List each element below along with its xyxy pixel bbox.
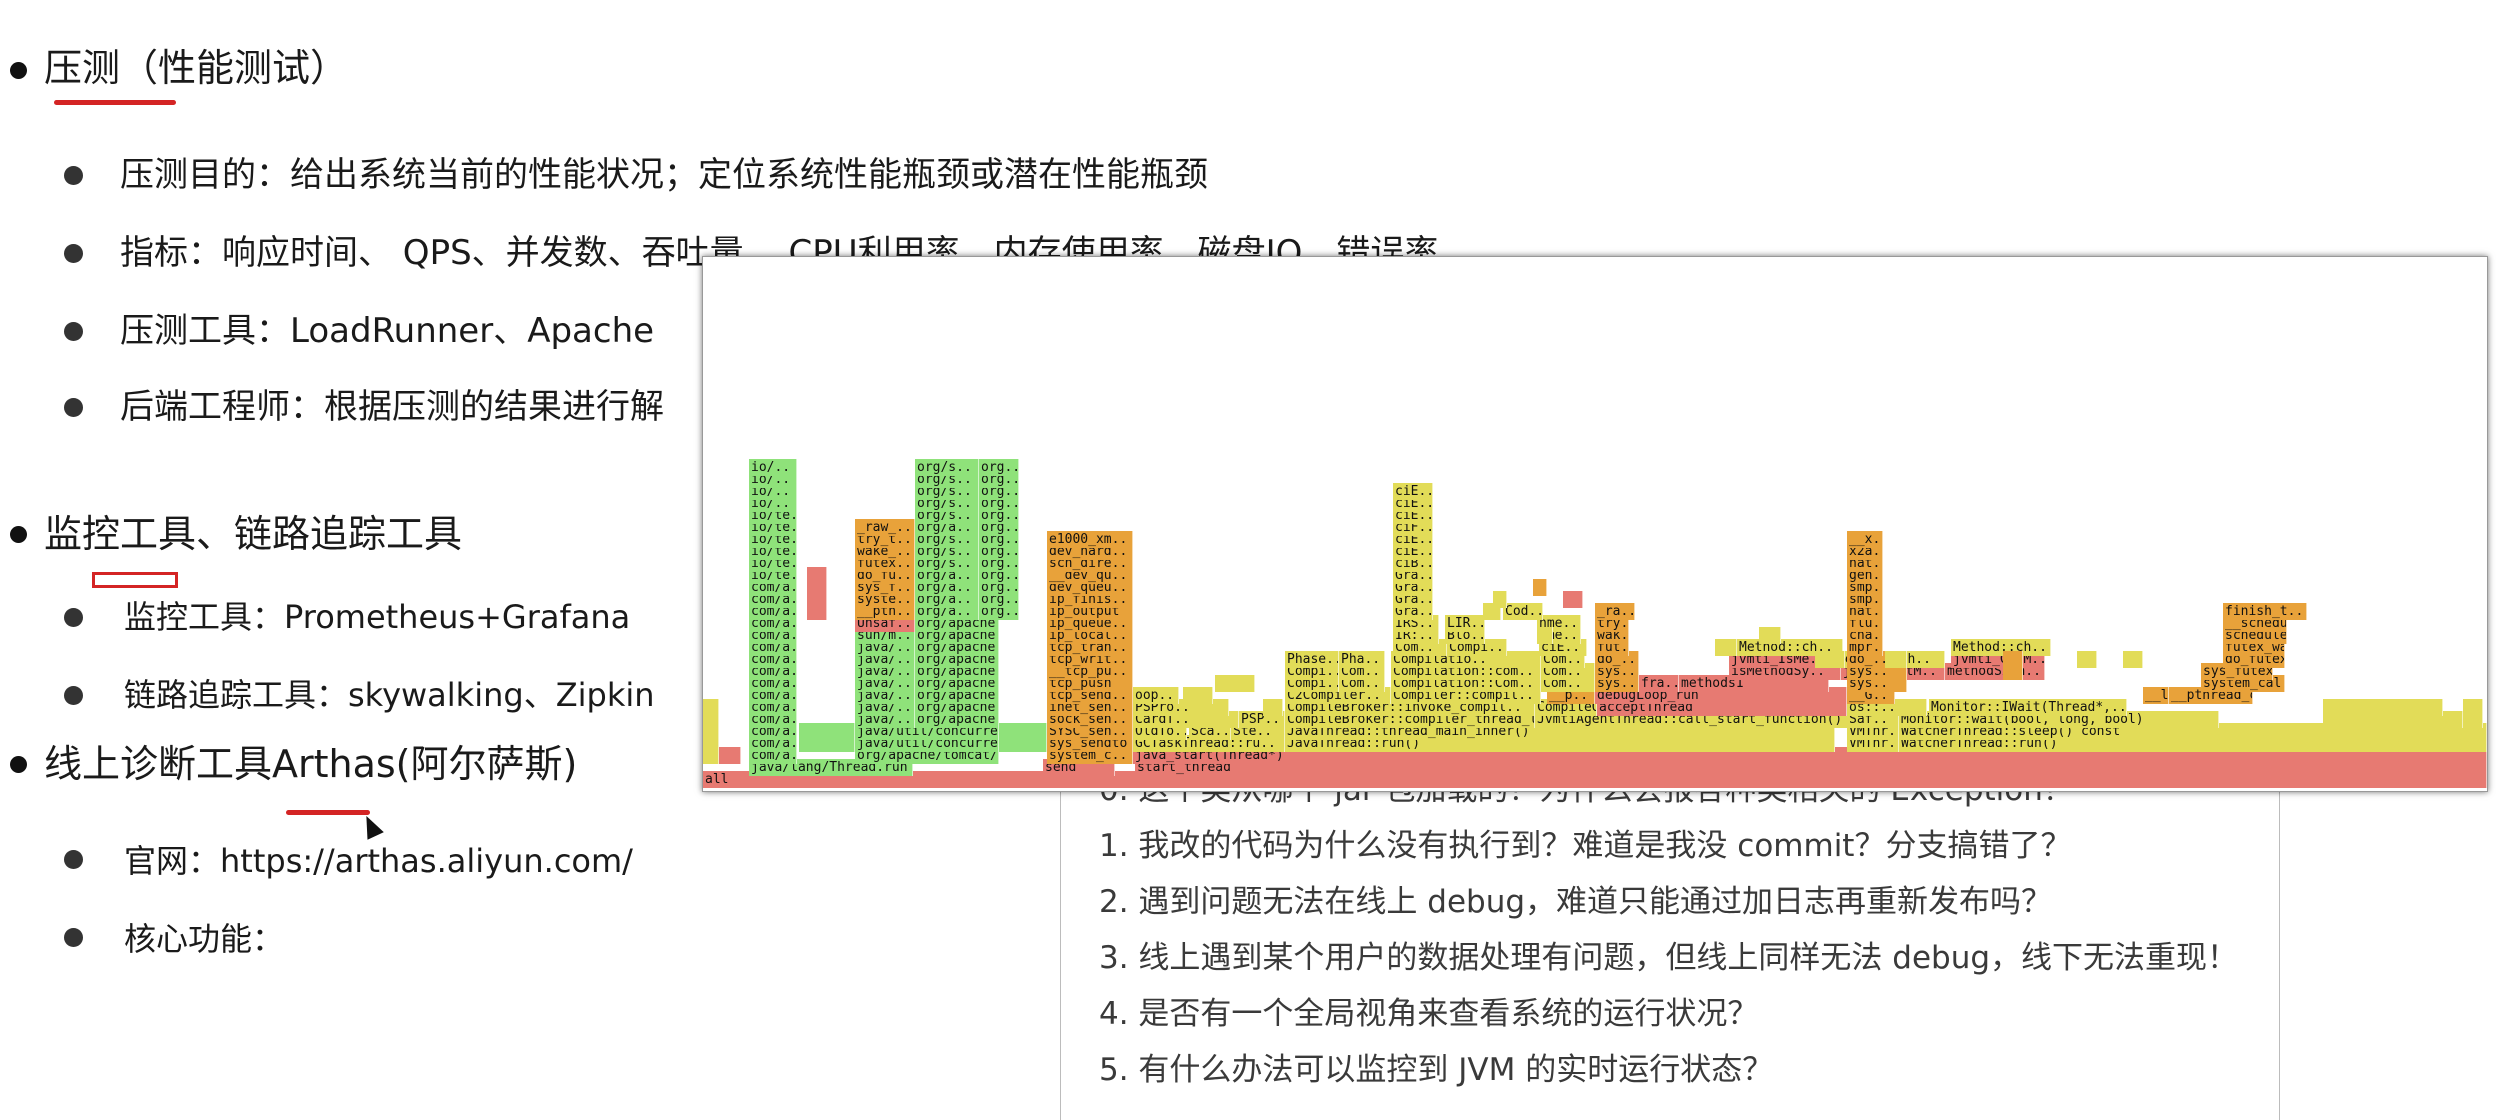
flame-frame[interactable]: Monitor::IWait(Thread*,.. bbox=[1929, 699, 2127, 716]
underline-mark bbox=[286, 810, 370, 815]
arthas-questions-panel: 0. 这个类从哪个 jar 包加载的？为什么会报各种类相关的 Exception… bbox=[1060, 760, 2280, 1120]
flame-frame[interactable]: _ra.. bbox=[1595, 603, 1635, 620]
box-mark bbox=[92, 572, 178, 588]
flame-frame-filler bbox=[799, 723, 855, 740]
flame-frame-filler bbox=[2077, 651, 2097, 668]
underline-mark bbox=[54, 100, 176, 105]
question-item: 1. 我改的代码为什么没有执行到？难道是我没 commit？分支搞错了？ bbox=[1099, 828, 2072, 864]
flame-frame-filler bbox=[1563, 591, 1583, 608]
flame-frame[interactable]: org.. bbox=[979, 459, 1019, 476]
list-bullet bbox=[64, 398, 83, 417]
flame-frame[interactable]: LIR.. bbox=[1445, 615, 1485, 632]
flame-frame[interactable]: __x.. bbox=[1847, 531, 1883, 548]
flame-frame[interactable]: Phase.. bbox=[1285, 651, 1339, 668]
flame-frame-filler bbox=[2323, 699, 2443, 716]
flame-frame[interactable]: Pha.. bbox=[1339, 651, 1385, 668]
flame-frame[interactable]: __l.. bbox=[2143, 687, 2169, 704]
flame-frame[interactable]: oop.. bbox=[1133, 687, 1179, 704]
flame-frame-filler bbox=[999, 723, 1047, 740]
flame-frame-filler bbox=[1493, 591, 1507, 608]
flame-frame-filler bbox=[2123, 651, 2143, 668]
flame-frame-filler bbox=[1215, 675, 1255, 692]
section-title-stress-test: 压测（性能测试） bbox=[44, 46, 349, 90]
section-title-monitoring: 监控工具、链路追踪工具 bbox=[44, 512, 463, 556]
flame-frame[interactable]: org/s.. bbox=[915, 459, 979, 476]
flame-frame-filler bbox=[2463, 699, 2483, 716]
list-bullet bbox=[64, 686, 83, 705]
flame-frame[interactable]: Cod.. bbox=[1503, 603, 1543, 620]
flame-frame-filler bbox=[1715, 639, 1737, 656]
flame-frame[interactable]: _raw_.. bbox=[855, 519, 915, 536]
flame-frame-filler bbox=[719, 747, 741, 764]
flame-frame-filler bbox=[1815, 651, 1845, 668]
list-bullet bbox=[64, 244, 83, 263]
flame-frame[interactable]: fra.. bbox=[1639, 675, 1679, 692]
flame-frame-filler bbox=[1759, 627, 1781, 644]
flame-frame-filler bbox=[1183, 687, 1213, 704]
section-bullet bbox=[10, 62, 27, 79]
flame-frame-filler bbox=[1263, 699, 1283, 716]
question-item: 2. 遇到问题无法在线上 debug，难道只能通过加日志再重新发布吗？ bbox=[1099, 884, 2053, 920]
flame-frame-filler bbox=[1885, 651, 1907, 668]
list-bullet bbox=[64, 928, 83, 947]
list-item: 压测目的：给出系统当前的性能状况；定位系统性能瓶颈或潜在性能瓶颈 bbox=[120, 155, 1208, 195]
list-bullet bbox=[64, 850, 83, 869]
flame-frame[interactable]: io/.. bbox=[749, 459, 797, 476]
flame-frame-filler bbox=[2003, 651, 2023, 668]
flame-frame-filler bbox=[1533, 579, 1547, 596]
flame-frame[interactable]: Method::ch.. bbox=[1951, 639, 2051, 656]
flame-frame[interactable]: ciE.. bbox=[1393, 483, 1433, 500]
section-title-arthas: 线上诊断工具Arthas(阿尔萨斯) bbox=[44, 742, 578, 786]
flame-graph-window[interactable]: all java/lang/Thread.run send start_thread… bbox=[702, 256, 2488, 792]
list-item: 监控工具：Prometheus+Grafana bbox=[124, 598, 631, 636]
question-item: 3. 线上遇到某个用户的数据处理有问题，但线上同样无法 debug，线下无法重现… bbox=[1099, 940, 2239, 976]
list-item: 压测工具：LoadRunner、Apache bbox=[120, 311, 655, 351]
list-item: 核心功能： bbox=[124, 920, 285, 958]
section-bullet bbox=[10, 526, 27, 543]
flame-frame[interactable]: e1000_xm.. bbox=[1047, 531, 1133, 548]
list-bullet bbox=[64, 322, 83, 341]
section-bullet bbox=[10, 756, 27, 773]
flame-frame[interactable]: finish_t.. bbox=[2223, 603, 2307, 620]
list-item: 链路追踪工具：skywalking、Zipkin bbox=[124, 676, 655, 714]
question-item: 5. 有什么办法可以监控到 JVM 的实时运行状态？ bbox=[1099, 1052, 1774, 1088]
list-item: 官网：https://arthas.aliyun.com/ bbox=[124, 842, 633, 880]
mouse-cursor-icon bbox=[358, 812, 384, 840]
flame-frame-filler bbox=[807, 567, 827, 584]
list-bullet bbox=[64, 608, 83, 627]
list-item: 后端工程师：根据压测的结果进行解 bbox=[120, 387, 664, 427]
flame-frame-filler bbox=[1539, 627, 1553, 644]
flame-frame-filler bbox=[703, 699, 719, 716]
question-item: 4. 是否有一个全局视角来查看系统的运行状况？ bbox=[1099, 996, 1759, 1032]
list-bullet bbox=[64, 166, 83, 185]
